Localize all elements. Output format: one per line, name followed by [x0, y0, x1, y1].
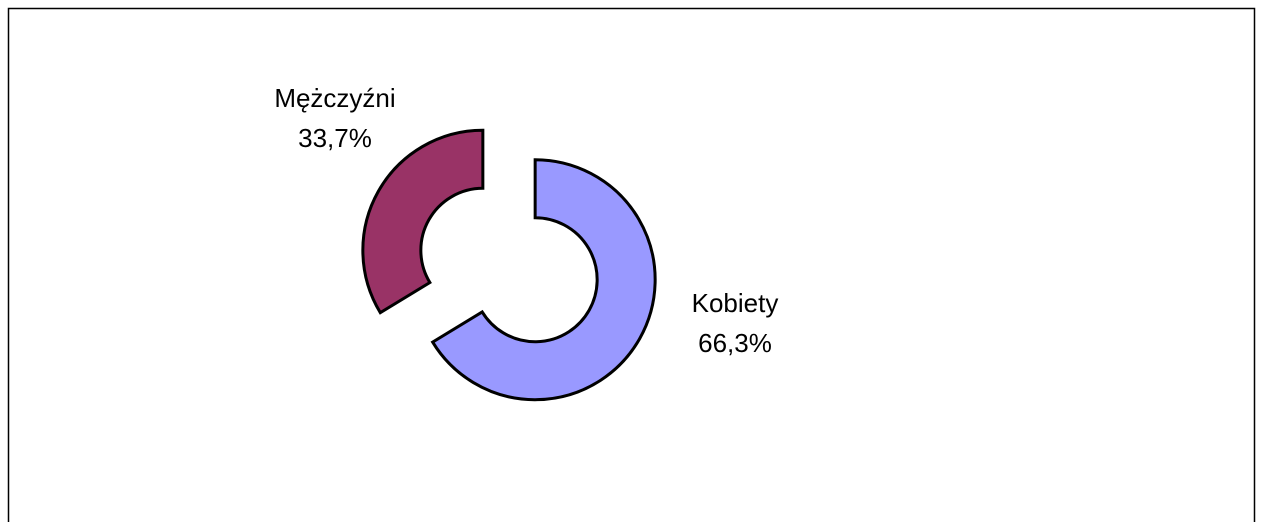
donut-segment: [430, 158, 657, 402]
chart-frame: [7, 7, 1256, 522]
segment-label: Mężczyźni: [274, 83, 395, 113]
segment-label: Kobiety: [692, 288, 779, 318]
segment-value-label: 66,3%: [698, 328, 772, 358]
donut-segment: [361, 128, 485, 315]
segment-value-label: 33,7%: [298, 123, 372, 153]
